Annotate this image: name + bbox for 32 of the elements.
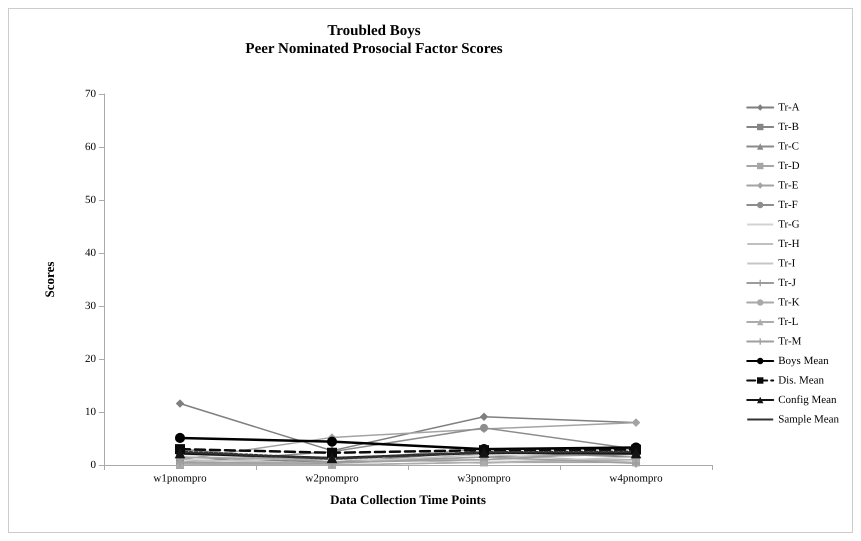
legend-label: Tr-B	[778, 121, 799, 133]
legend-label: Tr-H	[778, 238, 800, 250]
legend-label: Config Mean	[778, 394, 838, 406]
legend-label: Tr-F	[778, 199, 798, 211]
legend-label: Sample Mean	[778, 414, 840, 426]
legend-label: Tr-G	[778, 218, 800, 230]
legend-label: Tr-E	[778, 180, 799, 192]
x-axis-title: Data Collection Time Points	[330, 492, 486, 507]
x-tick-label: w3pnompro	[457, 472, 512, 484]
legend-label: Tr-L	[778, 316, 799, 328]
legend-label: Tr-M	[778, 336, 802, 348]
legend-label: Tr-D	[778, 160, 800, 172]
legend-label: Dis. Mean	[778, 374, 825, 386]
y-tick-label: 20	[85, 353, 96, 365]
x-tick-label: w4pnompro	[609, 472, 664, 484]
legend-label: Tr-J	[778, 277, 797, 289]
y-tick-label: 50	[85, 194, 96, 206]
legend-label: Tr-I	[778, 258, 796, 270]
legend-label: Tr-C	[778, 140, 799, 152]
y-tick-label: 30	[85, 300, 96, 312]
legend-label: Tr-K	[778, 296, 800, 308]
x-tick-label: w2pnompro	[305, 472, 360, 484]
y-tick-label: 0	[90, 459, 96, 471]
y-tick-label: 70	[85, 88, 96, 100]
y-axis-title: Scores	[42, 262, 57, 298]
y-tick-label: 10	[85, 406, 96, 418]
y-tick-label: 60	[85, 141, 96, 153]
legend-label: Boys Mean	[778, 355, 830, 367]
legend-label: Tr-A	[778, 102, 800, 114]
y-tick-label: 40	[85, 247, 96, 259]
x-tick-label: w1pnompro	[153, 472, 208, 484]
chart-title: Troubled Boys Peer Nominated Prosocial Factor Scores	[245, 23, 503, 57]
